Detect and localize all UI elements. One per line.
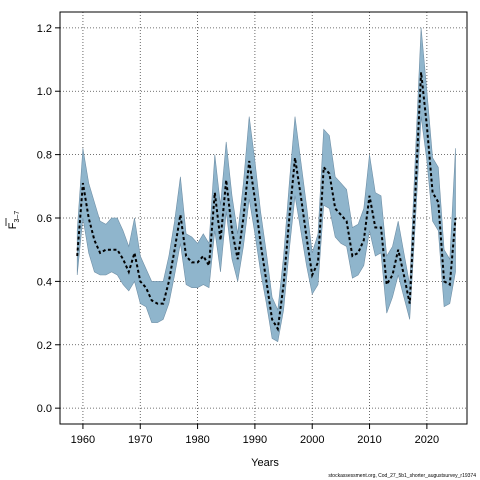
- x-axis-title: Years: [251, 457, 279, 469]
- x-tick-label: 2000: [300, 434, 324, 446]
- x-tick-label: 1980: [185, 434, 209, 446]
- confidence-band-area: [76, 27, 456, 343]
- footer-source: stockassessment.org, Cod_27_5b1_shorter_…: [328, 473, 476, 479]
- x-tick-label: 1960: [71, 434, 95, 446]
- y-tick-label: 0.4: [37, 276, 52, 288]
- x-axis-ticks: 1960 1970 1980 1990 2000 2010 2020: [71, 424, 439, 446]
- x-tick-label: 2010: [357, 434, 381, 446]
- estimate-series-line: [76, 72, 457, 332]
- y-axis-title-subscript: 3–7: [14, 211, 21, 223]
- y-tick-label: 0.6: [37, 213, 52, 225]
- y-tick-label: 0.0: [37, 403, 52, 415]
- y-axis-ticks: 0.0 0.2 0.4 0.6 0.8 1.0 1.2: [37, 23, 60, 415]
- estimate-line: [76, 72, 457, 332]
- grid: [60, 12, 467, 424]
- y-axis-title: F3–7: [5, 211, 21, 230]
- y-tick-label: 0.2: [37, 340, 52, 352]
- confidence-band: [76, 27, 456, 343]
- y-tick-label: 1.0: [37, 86, 52, 98]
- x-tick-label: 1970: [128, 434, 152, 446]
- x-tick-label: 1990: [243, 434, 267, 446]
- x-tick-label: 2020: [415, 434, 439, 446]
- y-tick-label: 0.8: [37, 150, 52, 162]
- y-axis-title-main: F: [7, 222, 19, 229]
- svg-text:F3–7: F3–7: [7, 211, 21, 230]
- y-tick-label: 1.2: [37, 23, 52, 35]
